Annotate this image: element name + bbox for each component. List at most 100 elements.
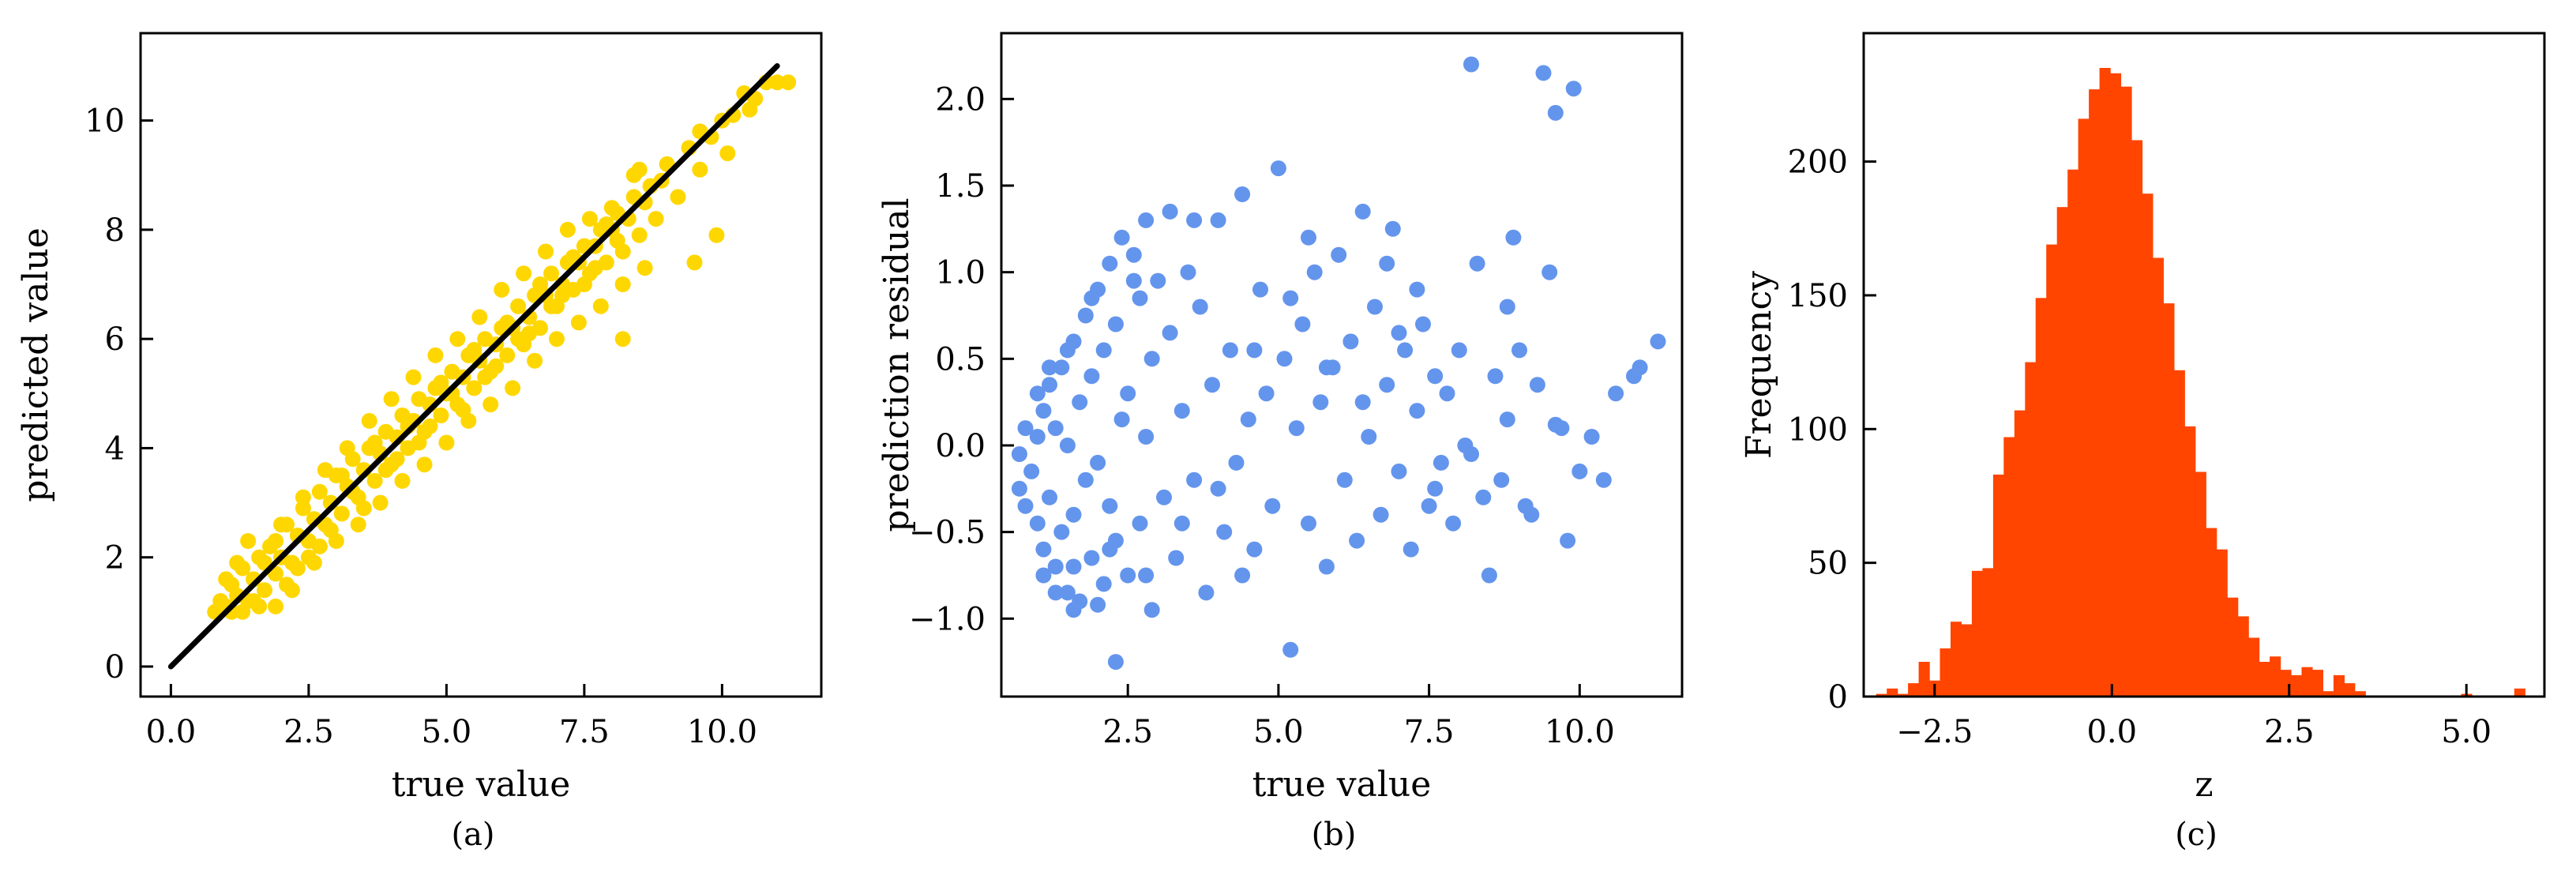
panel-b-point-35 [1125,246,1142,263]
panel-b-point-14 [1059,438,1076,453]
panel-a-point-129 [383,391,400,408]
panel-a-point-55 [510,298,527,314]
panel-a-point-152 [355,500,372,517]
panel-c-bar-21 [2099,68,2111,697]
panel-c-xtick-label-0: −2.5 [1896,714,1973,750]
panel-c-bar-28 [2173,370,2185,697]
panel-c-bar-14 [2025,362,2037,697]
panel-b-point-52 [1204,377,1220,393]
panel-c-xlabel: z [2195,764,2213,805]
panel-b-ytick-label-2: 0.0 [935,428,986,464]
panel-b-point-117 [1107,654,1124,671]
panel-c-bar-43 [2333,674,2345,697]
panel-b-point-129 [1083,290,1100,306]
panel-b-point-39 [1138,212,1155,228]
panel-a-point-47 [466,380,483,396]
panel-b-point-96 [1469,255,1485,272]
panel-a-point-127 [339,440,355,456]
panel-a-point-92 [769,74,786,91]
panel-a-point-173 [587,260,603,276]
panel-b-point-100 [1493,471,1510,488]
panel-a-point-138 [581,211,598,227]
panel-b-point-89 [1427,368,1444,385]
panel-b-point-70 [1312,394,1329,411]
panel-c-bar-37 [2270,656,2281,697]
panel-c-bar-6 [1940,648,1951,697]
panel-b-point-48 [1180,264,1196,280]
panel-b-point-36 [1132,515,1148,532]
panel-b-point-30 [1107,316,1124,332]
panel-b-point-98 [1481,567,1497,584]
panel-b-xtick-label-3: 10.0 [1545,714,1615,750]
panel-a-xtick-label-1: 2.5 [284,714,334,750]
panel-b-point-104 [1535,65,1552,81]
panel-b-point-18 [1072,394,1088,411]
panel-a-point-154 [377,462,394,479]
panel-b-point-110 [1572,463,1588,479]
panel-b-point-63 [1270,160,1286,177]
panel-a-ytick-label-0: 0 [105,649,125,686]
panel-b-point-51 [1198,584,1215,601]
panel-c-bar-19 [2078,118,2090,697]
panel-b-point-120 [1547,416,1564,433]
panel-b-point-131 [1042,359,1057,376]
panel-a-xtick-label-4: 10.0 [687,714,757,750]
panel-a-point-23 [333,505,350,522]
panel-c-xtick-label-1: 0.0 [2086,714,2137,750]
panel-a-point-121 [592,298,609,314]
panel-a-point-142 [246,593,262,609]
panel-c-ytick-label-4: 200 [1788,145,1848,181]
panel-b-point-136 [1047,584,1064,601]
panel-a-point-110 [350,517,366,533]
panel-b-point-122 [1499,299,1515,315]
panel-a-point-9 [257,582,272,599]
panel-a-point-85 [692,161,708,178]
panel-a-point-125 [295,489,311,505]
panel-c-bar-15 [2035,298,2047,697]
panel-a-point-41 [433,408,449,423]
panel-b-ytick-label-5: 1.5 [935,168,986,205]
panel-b-point-87 [1415,316,1431,332]
panel-c-bar-32 [2216,549,2228,697]
panel-b-point-20 [1077,307,1094,324]
panel-c-bar-17 [2056,207,2068,697]
panel-b-point-69 [1306,264,1323,280]
panel-b-point-2 [1023,463,1040,479]
panel-b-point-141 [1210,480,1226,497]
panel-b-point-80 [1372,506,1389,523]
panel-b-point-56 [1228,454,1245,471]
panel-a-point-104 [240,533,257,549]
panel-b-point-25 [1095,576,1112,592]
panel-b-point-134 [1011,446,1027,462]
panel-c-ytick-label-0: 0 [1828,679,1848,716]
panel-a-point-159 [433,374,449,391]
panel-a-point-124 [273,517,289,533]
panel-c-bar-3 [1908,683,1920,697]
panel-b-point-147 [1427,480,1444,497]
panel-b-point-19 [1077,471,1094,488]
panel-b-point-65 [1282,641,1299,658]
panel-b-point-38 [1138,429,1155,445]
panel-b-point-132 [1029,385,1046,402]
panel-b-point-108 [1560,532,1576,549]
panel-b-ytick-label-1: −0.5 [909,515,986,551]
panel-c-bar-60 [2514,688,2525,697]
panel-b-point-124 [1379,255,1395,272]
panel-a-point-123 [636,260,653,276]
panel-b-point-4 [1029,429,1046,445]
panel-a-point-161 [455,402,471,418]
panel-b-point-55 [1222,342,1238,359]
panel-b-point-3 [1029,515,1046,532]
panel-a-point-114 [438,434,455,451]
panel-c-bar-2 [1897,693,1909,697]
panel-b-point-143 [1282,290,1299,306]
panel-a-point-128 [361,412,377,429]
panel-a-ytick-label-4: 8 [105,212,125,249]
panel-b-point-8 [1042,377,1057,393]
panel-a-point-83 [670,189,686,205]
panel-b-point-123 [1234,567,1251,584]
panel-a-point-135 [516,265,532,282]
panel-b-point-90 [1433,454,1449,471]
panel-b-point-28 [1102,255,1118,272]
